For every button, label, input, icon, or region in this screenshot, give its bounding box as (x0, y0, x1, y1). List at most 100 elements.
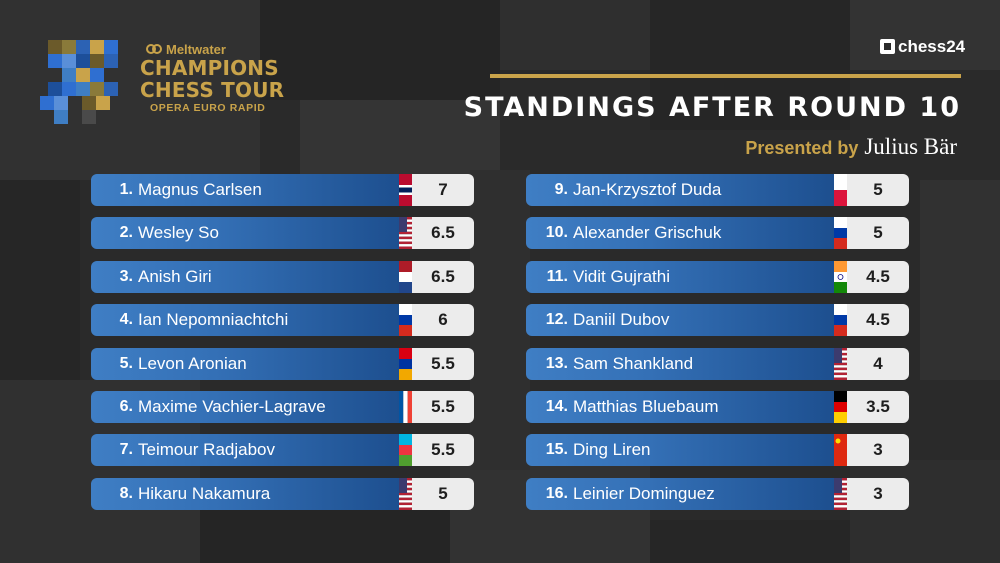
player-name: Leinier Dominguez (573, 483, 715, 503)
netherlands-flag-icon (399, 260, 412, 293)
player-name: Sam Shankland (573, 353, 694, 373)
player-name: Ian Nepomniachtchi (138, 310, 289, 330)
tour-brand: Meltwater CHAMPIONS CHESS TOUR OPERA EUR… (140, 42, 300, 114)
score: 3.5 (847, 391, 909, 423)
poland-flag-icon (834, 174, 847, 206)
row-bar (91, 434, 399, 467)
standings-row: 14. Matthias Bluebaum 3.5 (526, 391, 909, 423)
player-name: Maxime Vachier-Lagrave (138, 397, 326, 416)
row-bar (91, 304, 399, 337)
standings-row: 13. Sam Shankland 4 (526, 347, 909, 380)
china-flag-icon (834, 434, 847, 467)
norway-flag-icon (399, 174, 412, 206)
chess24-logo: chess24 (880, 37, 965, 57)
player-name: Wesley So (138, 223, 219, 243)
rank: 10. (545, 224, 568, 242)
standings-row: 9. Jan-Krzysztof Duda 5 (526, 174, 909, 206)
player-name: Teimour Radjabov (138, 440, 276, 460)
presented-by: Presented by Julius Bär (745, 134, 957, 160)
score: 4.5 (847, 304, 909, 337)
rank: 13. (545, 354, 568, 372)
standings-row: 1. Magnus Carlsen 7 (91, 174, 474, 206)
row-bar (526, 174, 834, 206)
tour-title-line2: CHESS TOUR (140, 78, 285, 102)
page-title: STANDINGS AFTER ROUND 10 (463, 92, 961, 123)
rank: 8. (119, 484, 133, 502)
russia-flag-icon (399, 304, 412, 337)
germany-flag-icon (834, 391, 847, 423)
rank: 6. (119, 398, 133, 415)
player-name: Vidit Gujrathi (573, 266, 671, 286)
score: 5.5 (412, 347, 474, 380)
rank: 16. (545, 484, 568, 502)
player-name: Matthias Bluebaum (573, 397, 719, 416)
usa-flag-icon (834, 477, 847, 510)
row-bar (91, 477, 399, 510)
score: 5 (847, 174, 909, 206)
standings-row: 7. Teimour Radjabov 5.5 (91, 434, 474, 467)
azerbaijan-flag-icon (399, 434, 412, 467)
france-flag-icon (399, 391, 412, 423)
player-name: Jan-Krzysztof Duda (573, 180, 722, 199)
champions-chess-tour-logo (40, 40, 118, 124)
player-name: Daniil Dubov (573, 310, 670, 330)
usa-flag-icon (834, 347, 847, 380)
score: 5.5 (412, 434, 474, 467)
row-bar (91, 260, 399, 293)
standings-row: 10. Alexander Grischuk 5 (526, 217, 909, 250)
standings-row: 16. Leinier Dominguez 3 (526, 477, 909, 510)
score: 3 (847, 477, 909, 510)
player-name: Levon Aronian (138, 353, 247, 373)
event-name: OPERA EURO RAPID (150, 102, 266, 114)
tour-title-line1: CHAMPIONS (140, 56, 279, 80)
standings-row: 4. Ian Nepomniachtchi 6 (91, 304, 474, 337)
rank: 12. (545, 311, 568, 329)
standings-row: 6. Maxime Vachier-Lagrave 5.5 (91, 391, 474, 423)
rank: 11. (546, 267, 568, 285)
india-flag-icon (834, 260, 847, 293)
usa-flag-icon (399, 217, 412, 250)
rank: 1. (119, 181, 133, 198)
rank: 5. (119, 354, 133, 372)
standings-row: 3. Anish Giri 6.5 (91, 260, 474, 293)
row-bar (91, 391, 399, 423)
standings-row: 5. Levon Aronian 5.5 (91, 347, 474, 380)
meltwater-icon (146, 44, 162, 54)
presenter-logo-text: Julius Bär (864, 134, 957, 159)
standings-row: 8. Hikaru Nakamura 5 (91, 477, 474, 510)
rank: 9. (554, 181, 568, 198)
standings-row: 2. Wesley So 6.5 (91, 217, 474, 250)
rank: 4. (119, 311, 133, 329)
score: 6.5 (412, 217, 474, 250)
site-name: chess24 (898, 37, 966, 56)
row-bar (526, 260, 834, 293)
divider-line (490, 74, 961, 78)
sponsor-label: Meltwater (166, 42, 226, 57)
score: 5.5 (412, 391, 474, 423)
score: 3 (847, 434, 909, 467)
standings-row: 12. Daniil Dubov 4.5 (526, 304, 909, 337)
row-bar (526, 434, 834, 467)
rank: 15. (545, 441, 568, 459)
standings-row: 15. Ding Liren 3 (526, 434, 909, 467)
chess24-icon (880, 39, 895, 54)
score: 5 (412, 477, 474, 510)
row-bar (526, 304, 834, 337)
row-bar (526, 347, 834, 380)
player-name: Anish Giri (138, 266, 212, 286)
row-bar (91, 347, 399, 380)
player-name: Alexander Grischuk (573, 223, 722, 243)
rank: 7. (119, 441, 133, 459)
rank: 14. (545, 398, 568, 415)
score: 4.5 (847, 260, 909, 293)
player-name: Hikaru Nakamura (138, 483, 271, 503)
score: 7 (412, 174, 474, 206)
russia-flag-icon (834, 304, 847, 337)
score: 6.5 (412, 260, 474, 293)
player-name: Magnus Carlsen (138, 180, 262, 199)
score: 4 (847, 347, 909, 380)
standings-row: 11. Vidit Gujrathi 4.5 (526, 260, 909, 293)
row-bar (91, 217, 399, 250)
row-bar (526, 391, 834, 423)
armenia-flag-icon (399, 347, 412, 380)
